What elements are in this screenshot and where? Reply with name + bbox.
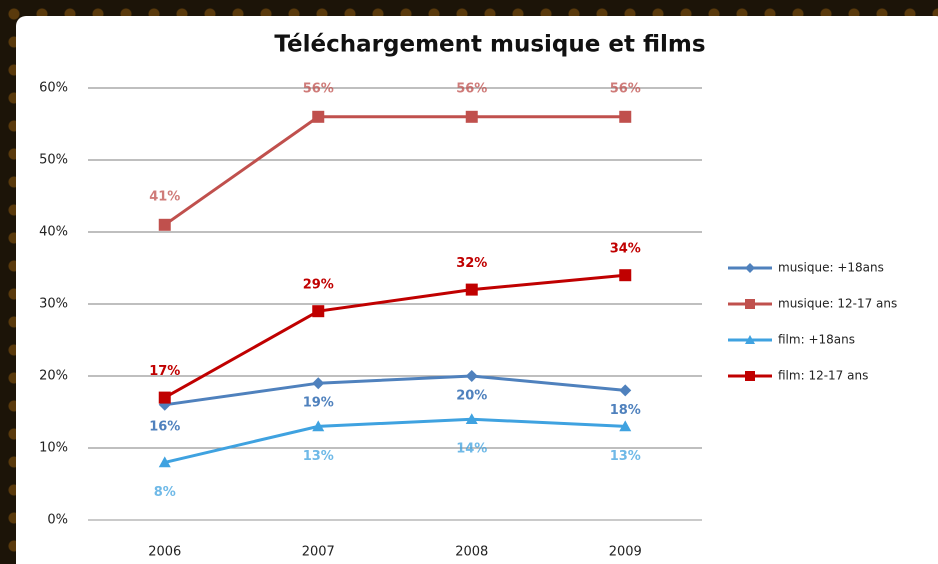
marker — [745, 299, 755, 309]
series-line — [163, 115, 626, 227]
x-tick-label: 2007 — [302, 545, 335, 560]
marker — [312, 110, 325, 123]
series-line — [164, 417, 626, 464]
x-tick-label: 2009 — [609, 545, 642, 560]
marker — [619, 384, 632, 397]
data-label: 29% — [303, 278, 334, 293]
chart-title: Téléchargement musique et films — [274, 32, 705, 58]
legend-label: musique: 12-17 ans — [778, 297, 897, 311]
data-label: 16% — [149, 419, 180, 434]
data-label: 56% — [610, 81, 641, 96]
data-label: 20% — [456, 389, 487, 404]
marker — [465, 370, 478, 382]
marker — [312, 377, 325, 390]
y-tick-label: 0% — [47, 513, 68, 528]
data-label: 32% — [456, 256, 487, 271]
data-label: 13% — [303, 449, 334, 464]
data-label: 56% — [456, 81, 487, 96]
y-tick-label: 50% — [39, 153, 68, 168]
data-label: 34% — [610, 242, 641, 257]
data-label: 18% — [610, 403, 641, 418]
marker — [619, 420, 632, 432]
legend-label: musique: +18ans — [778, 261, 884, 275]
marker — [312, 305, 325, 318]
marker — [619, 269, 632, 282]
y-tick-label: 60% — [39, 81, 68, 96]
data-label: 14% — [456, 442, 487, 457]
marker — [158, 456, 171, 468]
marker — [745, 263, 755, 273]
marker — [465, 283, 478, 296]
marker — [465, 110, 478, 123]
marker — [465, 413, 478, 424]
marker — [745, 371, 755, 381]
data-label: 17% — [149, 364, 180, 379]
series-line — [164, 374, 626, 407]
marker — [312, 420, 325, 432]
y-tick-label: 10% — [39, 441, 68, 456]
y-tick-label: 30% — [39, 297, 68, 312]
legend-label: film: +18ans — [778, 333, 855, 347]
x-tick-label: 2008 — [455, 545, 488, 560]
y-tick-label: 20% — [39, 369, 68, 384]
marker — [619, 110, 632, 123]
data-label: 56% — [303, 81, 334, 96]
series-line — [164, 273, 626, 399]
marker — [158, 391, 171, 404]
marker — [158, 218, 171, 231]
data-label: 19% — [303, 396, 334, 411]
legend-label: film: 12-17 ans — [778, 369, 868, 383]
data-label: 41% — [149, 189, 180, 204]
marker — [745, 335, 755, 344]
data-label: 13% — [610, 449, 641, 464]
x-tick-label: 2006 — [148, 545, 181, 560]
data-label: 8% — [154, 485, 176, 500]
y-tick-label: 40% — [39, 225, 68, 240]
